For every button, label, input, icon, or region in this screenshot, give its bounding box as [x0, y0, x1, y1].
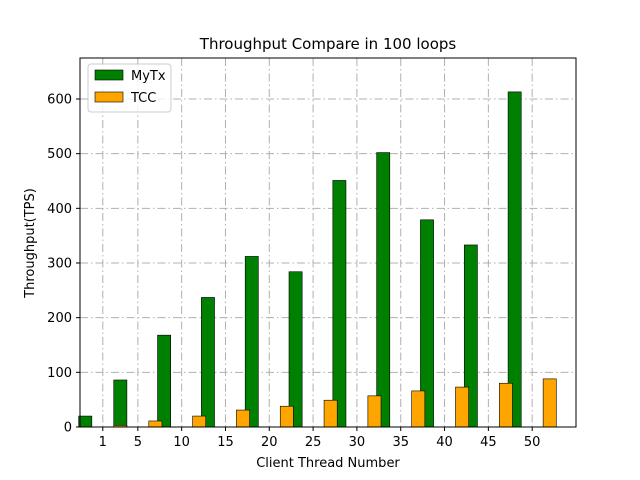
bar-mytx-1 — [78, 415, 93, 428]
x-tick-label: 20 — [261, 435, 278, 450]
plot-frame — [79, 57, 577, 428]
x-tick-label: 25 — [305, 435, 322, 450]
x-tick-label: 5 — [134, 435, 142, 450]
bar-mytx-10 — [157, 334, 171, 428]
x-tick-label: 15 — [217, 435, 234, 450]
chart-title: Throughput Compare in 100 loops — [199, 35, 457, 53]
y-tick-label: 200 — [47, 311, 72, 326]
bars — [78, 91, 557, 428]
legend-label-tcc: TCC — [130, 91, 156, 106]
bar-tcc-10 — [192, 415, 207, 428]
bar-tcc-5 — [148, 420, 163, 428]
x-tick-label: 1 — [99, 435, 107, 450]
x-tick-label: 50 — [524, 435, 541, 450]
x-tick-label: 40 — [436, 435, 453, 450]
bar-tcc-25 — [323, 399, 338, 428]
y-tick-label: 100 — [47, 366, 72, 381]
bar-tcc-35 — [411, 390, 426, 428]
bar-mytx-50 — [507, 91, 522, 428]
bar-tcc-20 — [279, 405, 294, 428]
legend-swatch-tcc — [94, 91, 124, 103]
x-tick-label: 45 — [480, 435, 497, 450]
y-tick-label: 300 — [47, 257, 72, 272]
bar-tcc-50 — [542, 378, 557, 428]
bar-tcc-15 — [236, 409, 250, 428]
bar-mytx-15 — [201, 297, 215, 428]
bar-mytx-25 — [288, 271, 303, 428]
legend: MyTx TCC — [87, 63, 172, 113]
bar-mytx-30 — [332, 180, 347, 428]
bar-tcc-45 — [499, 382, 513, 428]
bar-tcc-40 — [455, 386, 469, 428]
y-axis-label: Throughput(TPS) — [23, 188, 38, 299]
bar-tcc-30 — [367, 395, 382, 428]
grid-lines — [80, 58, 576, 427]
legend-swatch-mytx — [94, 69, 124, 81]
bar-mytx-35 — [376, 152, 391, 428]
legend-label-mytx: MyTx — [131, 69, 166, 84]
y-tick-label: 400 — [47, 202, 72, 217]
bar-mytx-5 — [113, 379, 128, 428]
bar-mytx-20 — [244, 256, 259, 428]
y-axis-ticks: 0 100 200 300 400 500 600 — [47, 93, 80, 436]
x-tick-label: 30 — [349, 435, 366, 450]
x-tick-label: 10 — [173, 435, 190, 450]
x-axis-label: Client Thread Number — [256, 456, 400, 471]
x-axis-ticks: 1 5 10 15 20 25 30 35 40 45 50 — [99, 427, 541, 450]
y-tick-label: 0 — [64, 421, 72, 436]
y-tick-label: 600 — [47, 93, 72, 108]
y-tick-label: 500 — [47, 147, 72, 162]
x-tick-label: 35 — [392, 435, 409, 450]
